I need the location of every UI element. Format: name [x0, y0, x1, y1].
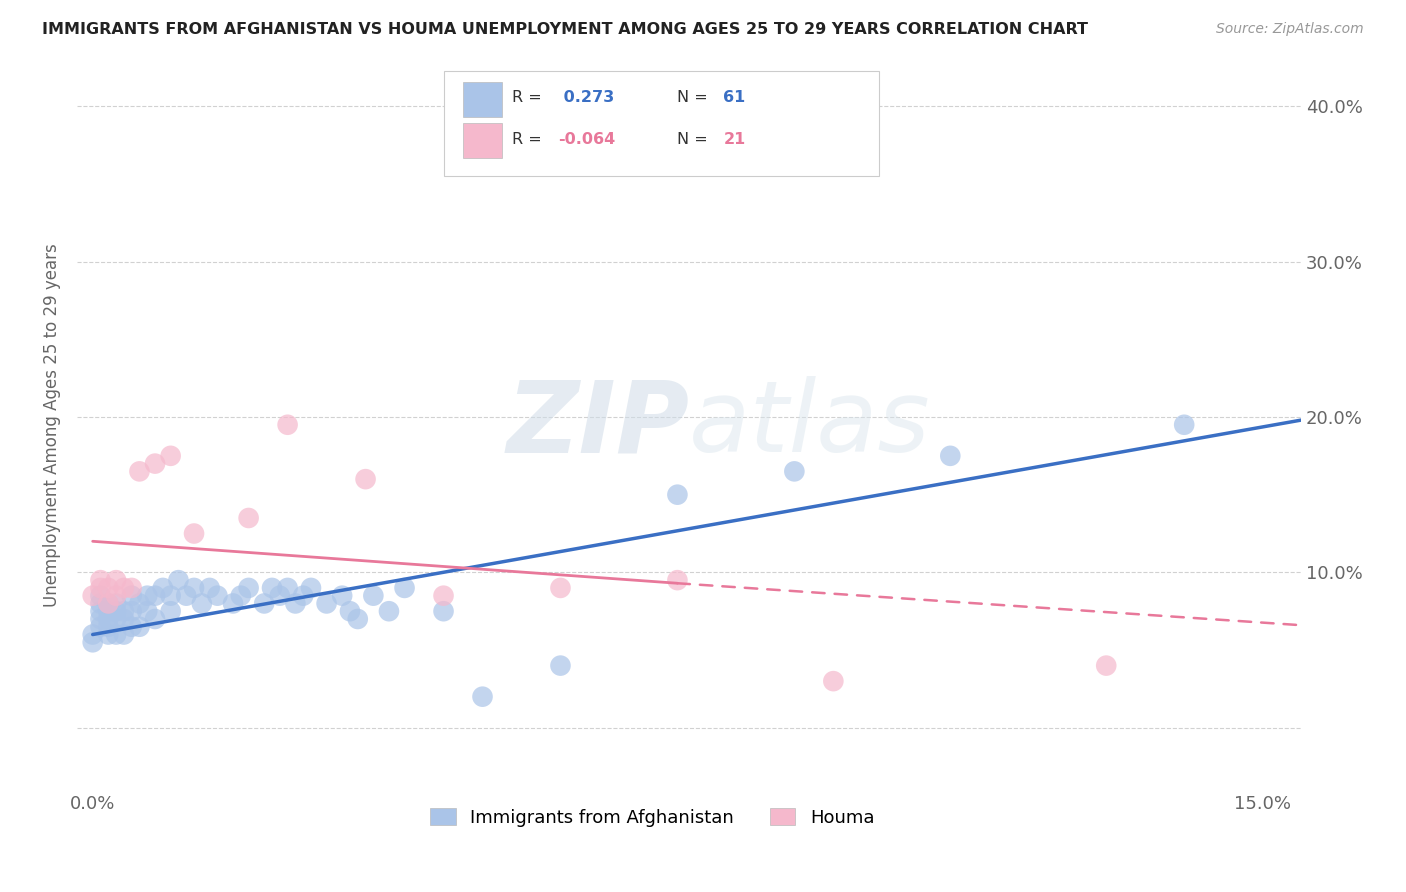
Point — [198, 581, 221, 595]
Text: IMMIGRANTS FROM AFGHANISTAN VS HOUMA UNEMPLOYMENT AMONG AGES 25 TO 29 YEARS CORR: IMMIGRANTS FROM AFGHANISTAN VS HOUMA UNE… — [42, 22, 1088, 37]
Point — [121, 581, 143, 595]
Point — [112, 612, 135, 626]
Point — [89, 604, 111, 618]
Point — [97, 604, 120, 618]
Point — [136, 604, 159, 618]
Point — [174, 589, 197, 603]
Point — [105, 612, 128, 626]
Point — [97, 620, 120, 634]
Point — [82, 589, 104, 603]
Point — [159, 589, 181, 603]
Point — [105, 604, 128, 618]
Text: R =: R = — [512, 132, 547, 147]
Point — [159, 604, 181, 618]
Point — [89, 620, 111, 634]
Point — [1095, 658, 1118, 673]
Point — [277, 417, 299, 432]
Point — [167, 573, 190, 587]
Text: R =: R = — [512, 90, 547, 105]
Point — [128, 597, 150, 611]
Point — [143, 457, 166, 471]
Point — [550, 581, 572, 595]
Point — [128, 464, 150, 478]
Point — [292, 589, 315, 603]
Point — [128, 620, 150, 634]
Point — [89, 581, 111, 595]
Point — [105, 573, 128, 587]
Point — [82, 627, 104, 641]
Point — [315, 597, 337, 611]
Point — [105, 597, 128, 611]
Point — [269, 589, 291, 603]
Point — [112, 581, 135, 595]
Legend: Immigrants from Afghanistan, Houma: Immigrants from Afghanistan, Houma — [422, 799, 883, 836]
Text: 21: 21 — [724, 132, 745, 147]
Point — [143, 589, 166, 603]
Point — [112, 604, 135, 618]
Point — [394, 581, 416, 595]
Point — [550, 658, 572, 673]
Point — [183, 526, 205, 541]
Text: 61: 61 — [724, 90, 745, 105]
Point — [238, 511, 260, 525]
Point — [284, 597, 307, 611]
Point — [260, 581, 283, 595]
Point — [159, 449, 181, 463]
Point — [666, 573, 689, 587]
Point — [121, 604, 143, 618]
Point — [89, 612, 111, 626]
Point — [112, 627, 135, 641]
Point — [666, 488, 689, 502]
Point — [97, 627, 120, 641]
Text: 0.273: 0.273 — [558, 90, 614, 105]
Point — [939, 449, 962, 463]
Point — [97, 597, 120, 611]
Text: atlas: atlas — [689, 376, 931, 474]
Point — [432, 604, 454, 618]
Text: N =: N = — [676, 90, 713, 105]
FancyBboxPatch shape — [444, 70, 879, 177]
Point — [363, 589, 385, 603]
Point — [222, 597, 245, 611]
Point — [89, 597, 111, 611]
Point — [97, 581, 120, 595]
Point — [783, 464, 806, 478]
Y-axis label: Unemployment Among Ages 25 to 29 years: Unemployment Among Ages 25 to 29 years — [44, 243, 60, 607]
Point — [238, 581, 260, 595]
Point — [471, 690, 494, 704]
Point — [354, 472, 377, 486]
Point — [97, 612, 120, 626]
Point — [183, 581, 205, 595]
Point — [330, 589, 353, 603]
Point — [346, 612, 368, 626]
Point — [136, 589, 159, 603]
Point — [105, 589, 128, 603]
Text: ZIP: ZIP — [506, 376, 689, 474]
Point — [207, 589, 229, 603]
Point — [277, 581, 299, 595]
Point — [121, 589, 143, 603]
Point — [191, 597, 214, 611]
Point — [105, 627, 128, 641]
Point — [89, 589, 111, 603]
FancyBboxPatch shape — [463, 81, 502, 117]
FancyBboxPatch shape — [463, 123, 502, 158]
Point — [823, 674, 845, 689]
Point — [229, 589, 252, 603]
Point — [299, 581, 322, 595]
Point — [378, 604, 401, 618]
Point — [97, 597, 120, 611]
Point — [1173, 417, 1195, 432]
Point — [121, 620, 143, 634]
Point — [432, 589, 454, 603]
Point — [89, 573, 111, 587]
Text: Source: ZipAtlas.com: Source: ZipAtlas.com — [1216, 22, 1364, 37]
Point — [253, 597, 276, 611]
Point — [152, 581, 174, 595]
Text: -0.064: -0.064 — [558, 132, 616, 147]
Point — [339, 604, 361, 618]
Point — [143, 612, 166, 626]
Text: N =: N = — [676, 132, 713, 147]
Point — [82, 635, 104, 649]
